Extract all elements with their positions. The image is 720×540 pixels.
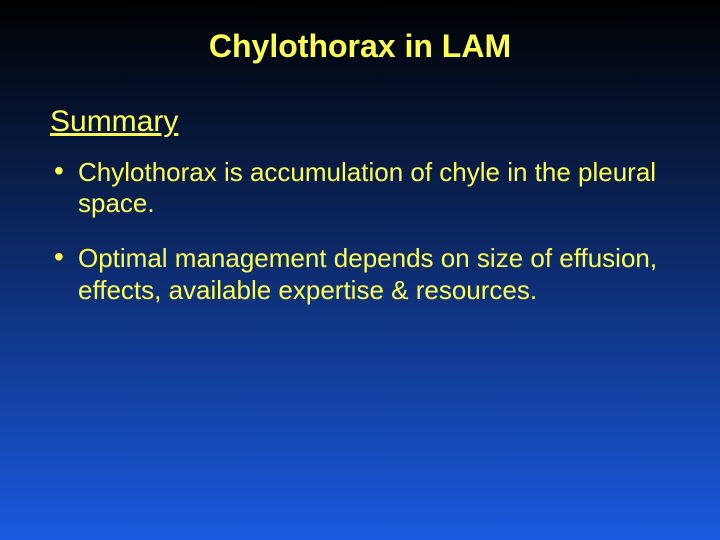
slide-subheading: Summary (50, 105, 680, 139)
slide-root: Chylothorax in LAM Summary Chylothorax i… (0, 0, 720, 540)
bullet-item: Optimal management depends on size of ef… (50, 243, 670, 305)
bullet-item: Chylothorax is accumulation of chyle in … (50, 157, 670, 219)
bullet-list: Chylothorax is accumulation of chyle in … (50, 157, 670, 306)
bullet-text: Optimal management depends on size of ef… (78, 243, 657, 304)
slide-title: Chylothorax in LAM (40, 28, 680, 65)
bullet-text: Chylothorax is accumulation of chyle in … (78, 157, 656, 218)
